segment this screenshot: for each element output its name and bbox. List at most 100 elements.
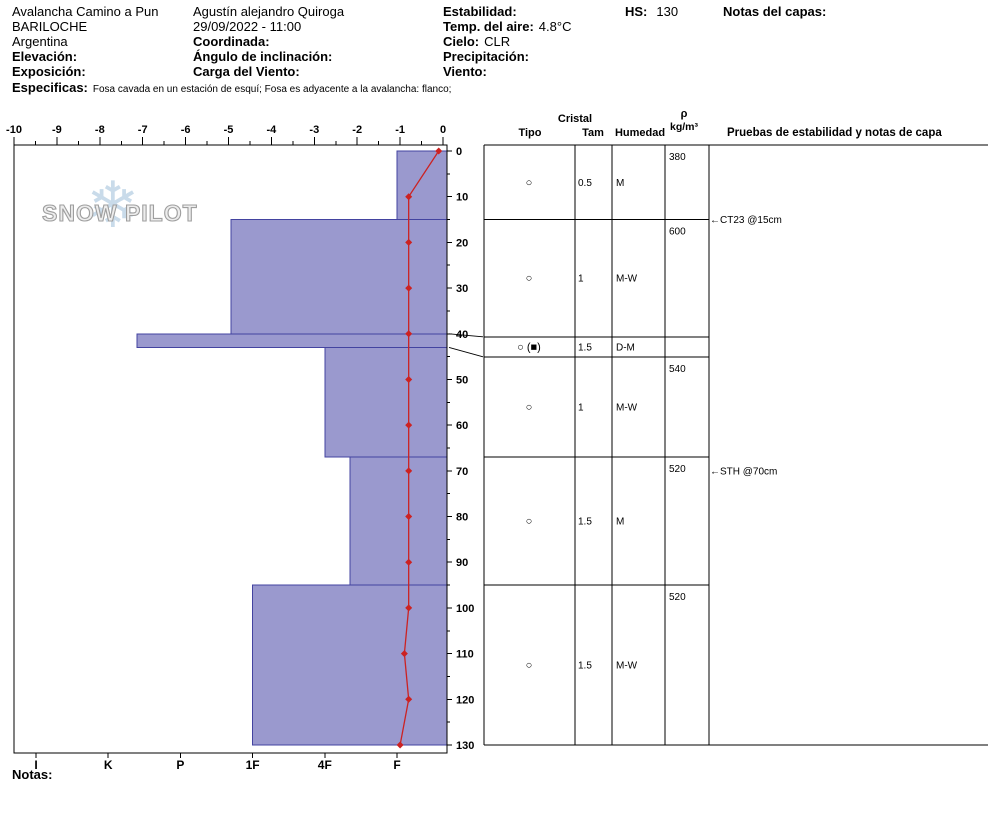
temp-axis-label: 0 [440,124,446,136]
depth-label: 20 [456,237,468,249]
density-cell: 540 [669,364,686,375]
grain-type-cell: ○ [526,177,533,189]
temperature-point [405,421,413,429]
depth-label: 100 [456,603,474,615]
moisture-cell: M [616,178,624,189]
depth-label: 70 [456,466,468,478]
observation-datetime: 29/09/2022 - 11:00 [193,19,302,34]
hs-line: HS: 130 [625,4,678,19]
grain-size-cell: 1.5 [578,342,592,353]
depth-label: 110 [456,649,474,661]
col-header-tests: Pruebas de estabilidad y notas de capa [727,127,942,139]
moisture-cell: M [616,517,624,528]
col-header-humedad: Humedad [615,127,665,139]
temp-axis-label: -4 [267,124,278,136]
moisture-cell: M-W [616,661,638,672]
coordinates-label: Coordinada: [193,34,270,49]
grain-type-cell: ○ [526,401,533,413]
grain-size-cell: 1 [578,402,584,413]
temperature-point [405,375,413,383]
hardness-label: P [176,758,184,772]
temperature-point [405,695,413,703]
stability-label: Estabilidad: [443,4,517,19]
aspect-label: Exposición: [12,64,86,79]
depth-label: 0 [456,146,462,158]
temp-axis-label: -1 [395,124,405,136]
hardness-label: F [393,758,400,772]
depth-label: 130 [456,740,474,752]
pit-region: BARILOCHE [12,19,88,34]
temp-axis-label: -2 [352,124,362,136]
sky-value: CLR [484,34,511,49]
temp-axis-label: -3 [309,124,319,136]
hardness-label: 4F [318,758,332,772]
col-header-tipo: Tipo [518,127,541,139]
depth-label: 90 [456,557,468,569]
temperature-point [405,193,413,201]
temperature-point [435,147,443,155]
moisture-cell: D-M [616,342,635,353]
temp-axis-label: -7 [138,124,148,136]
hardness-label: K [104,758,113,772]
temp-axis-label: -9 [52,124,62,136]
depth-label: 120 [456,694,474,706]
temp-axis-label: -5 [224,124,234,136]
density-cell: 520 [669,592,686,603]
stability-test-annotation: ←STH @70cm [710,466,777,477]
pit-title: Avalancha Camino a Pun [12,4,159,19]
sky-label: Cielo: [443,34,480,49]
layer-notes-label: Notas del capas: [723,4,827,19]
snowflake-icon: ❄ [86,169,140,243]
specifics-value: Fosa cavada en un estación de esquí; Fos… [92,84,452,95]
observer-name: Agustín alejandro Quiroga [193,4,345,19]
depth-label: 30 [456,283,468,295]
layer-bar [396,150,448,221]
col-header-rho: ρ [681,108,688,120]
hs-value: 130 [656,4,679,19]
precip-label: Precipitación: [443,49,529,64]
temperature-point [405,558,413,566]
depth-label: 80 [456,512,468,524]
temperature-point [405,284,413,292]
layer-bar [230,219,448,335]
layer-bar [252,584,448,746]
depth-label: 50 [456,374,468,386]
temperature-point [405,513,413,521]
hs-label: HS: [625,4,648,19]
grain-size-cell: 0.5 [578,178,592,189]
grain-size-cell: 1.5 [578,517,592,528]
grain-size-cell: 1.5 [578,661,592,672]
moisture-cell: M-W [616,274,638,285]
plot-border [13,144,448,754]
temperature-point [405,604,413,612]
grain-size-cell: 1 [578,274,584,285]
temperature-point [400,650,408,658]
sky-line: Cielo: CLR [443,34,510,49]
layer-callout-line [448,347,484,358]
grain-type-cell: ○ (■) [517,341,541,353]
temp-axis-label: -6 [181,124,191,136]
layer-bar [324,346,448,458]
wind-label: Viento: [443,64,487,79]
specifics-label: Especificas: [12,80,88,95]
slope-angle-label: Ángulo de inclinación: [193,49,333,64]
density-cell: 600 [669,227,686,238]
grain-type-cell: ○ [526,273,533,285]
stability-test-annotation: ←CT23 @15cm [710,215,782,226]
hardness-label: I [34,758,37,772]
density-cell: 380 [669,152,686,163]
depth-label: 10 [456,192,468,204]
depth-label: 60 [456,420,468,432]
air-temp-value: 4.8°C [538,19,572,34]
layer-callout-line [448,333,484,338]
temperature-point [405,467,413,475]
hardness-label: 1F [246,758,260,772]
air-temp-line: Temp. del aire: 4.8°C [443,19,571,34]
temperature-point [405,330,413,338]
temperature-point [405,238,413,246]
notes-label: Notas: [12,767,53,782]
col-header-cristal: Cristal [558,113,592,125]
temperature-point [396,741,404,749]
